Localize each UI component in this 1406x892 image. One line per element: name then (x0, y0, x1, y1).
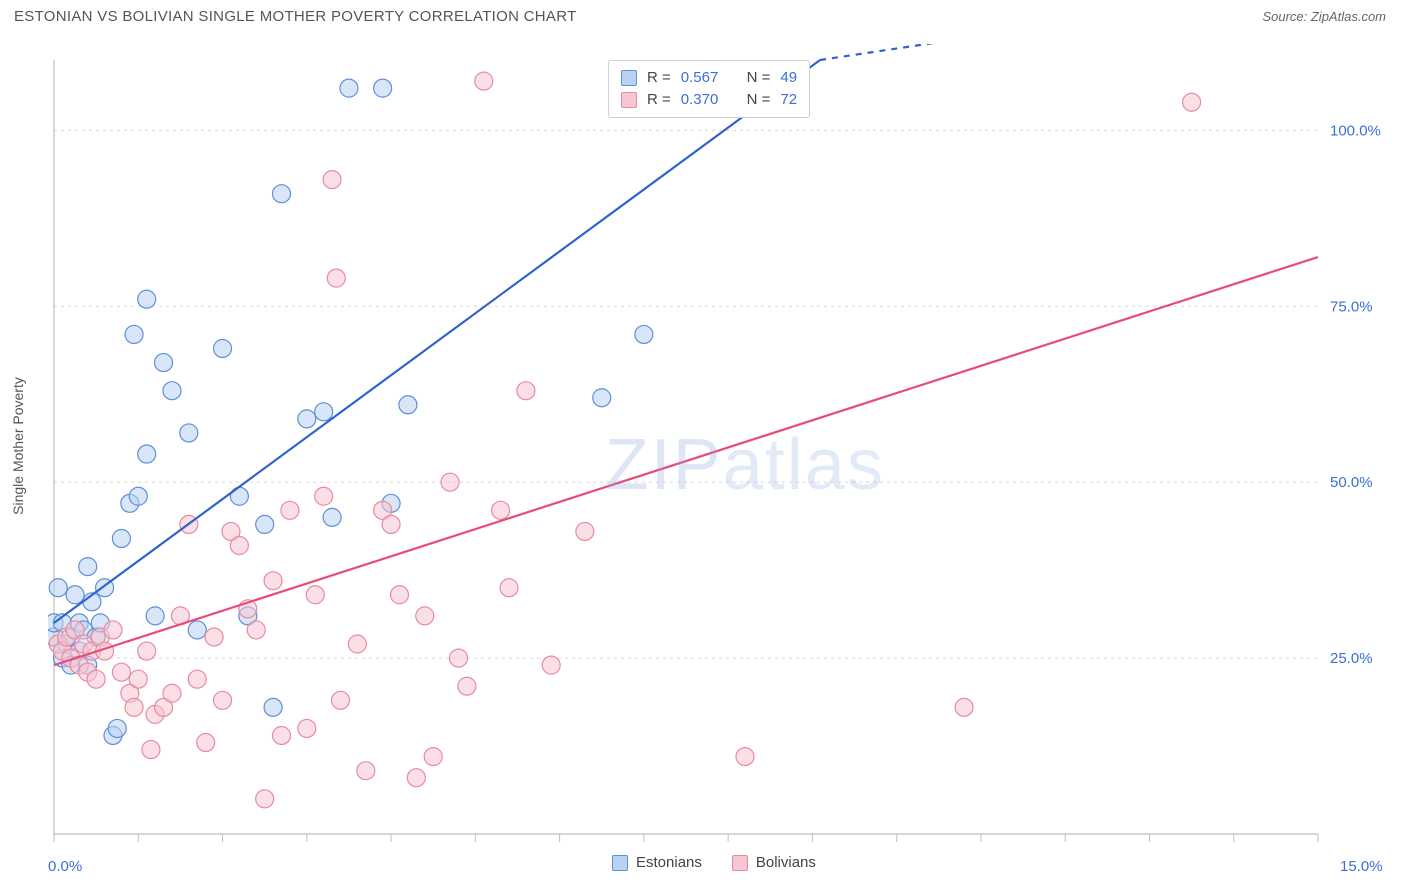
n-label: N = (747, 67, 771, 89)
svg-text:100.0%: 100.0% (1330, 122, 1381, 139)
y-axis-label: Single Mother Poverty (10, 377, 26, 515)
svg-text:50.0%: 50.0% (1330, 474, 1373, 491)
x-min-label: 0.0% (48, 858, 82, 875)
r-value: 0.370 (681, 89, 719, 111)
svg-text:25.0%: 25.0% (1330, 650, 1373, 667)
correlation-legend: R = 0.567 N = 49 R = 0.370 N = 72 (608, 60, 810, 118)
chart-area: 25.0%50.0%75.0%100.0% ZIPatlas (48, 44, 1388, 886)
series-swatch (732, 855, 748, 871)
legend-item: Bolivians (732, 854, 816, 871)
x-max-label: 15.0% (1340, 858, 1383, 875)
series-swatch (621, 70, 637, 86)
series-swatch (612, 855, 628, 871)
correlation-row: R = 0.370 N = 72 (621, 89, 797, 111)
legend-item: Estonians (612, 854, 702, 871)
correlation-row: R = 0.567 N = 49 (621, 67, 797, 89)
n-value: 72 (780, 89, 797, 111)
chart-title: ESTONIAN VS BOLIVIAN SINGLE MOTHER POVER… (14, 8, 577, 25)
n-label: N = (747, 89, 771, 111)
n-value: 49 (780, 67, 797, 89)
series-swatch (621, 92, 637, 108)
legend-label: Estonians (636, 854, 702, 871)
legend-label: Bolivians (756, 854, 816, 871)
r-value: 0.567 (681, 67, 719, 89)
svg-text:75.0%: 75.0% (1330, 298, 1373, 315)
r-label: R = (647, 67, 671, 89)
source-label: Source: ZipAtlas.com (1262, 9, 1386, 24)
series-legend: Estonians Bolivians (612, 854, 816, 871)
r-label: R = (647, 89, 671, 111)
scatter-chart: 25.0% 50.0% 75.0% 100.0% (48, 44, 1388, 886)
